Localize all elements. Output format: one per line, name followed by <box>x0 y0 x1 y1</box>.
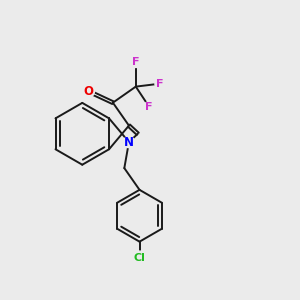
Text: F: F <box>132 58 140 68</box>
Text: N: N <box>124 136 134 148</box>
Text: O: O <box>84 85 94 98</box>
Circle shape <box>131 58 141 68</box>
Circle shape <box>144 102 154 112</box>
Text: F: F <box>156 79 164 89</box>
Circle shape <box>155 79 165 89</box>
Text: Cl: Cl <box>134 253 146 263</box>
Text: F: F <box>145 102 153 112</box>
Circle shape <box>123 136 134 148</box>
Circle shape <box>133 251 146 265</box>
Circle shape <box>83 86 94 97</box>
